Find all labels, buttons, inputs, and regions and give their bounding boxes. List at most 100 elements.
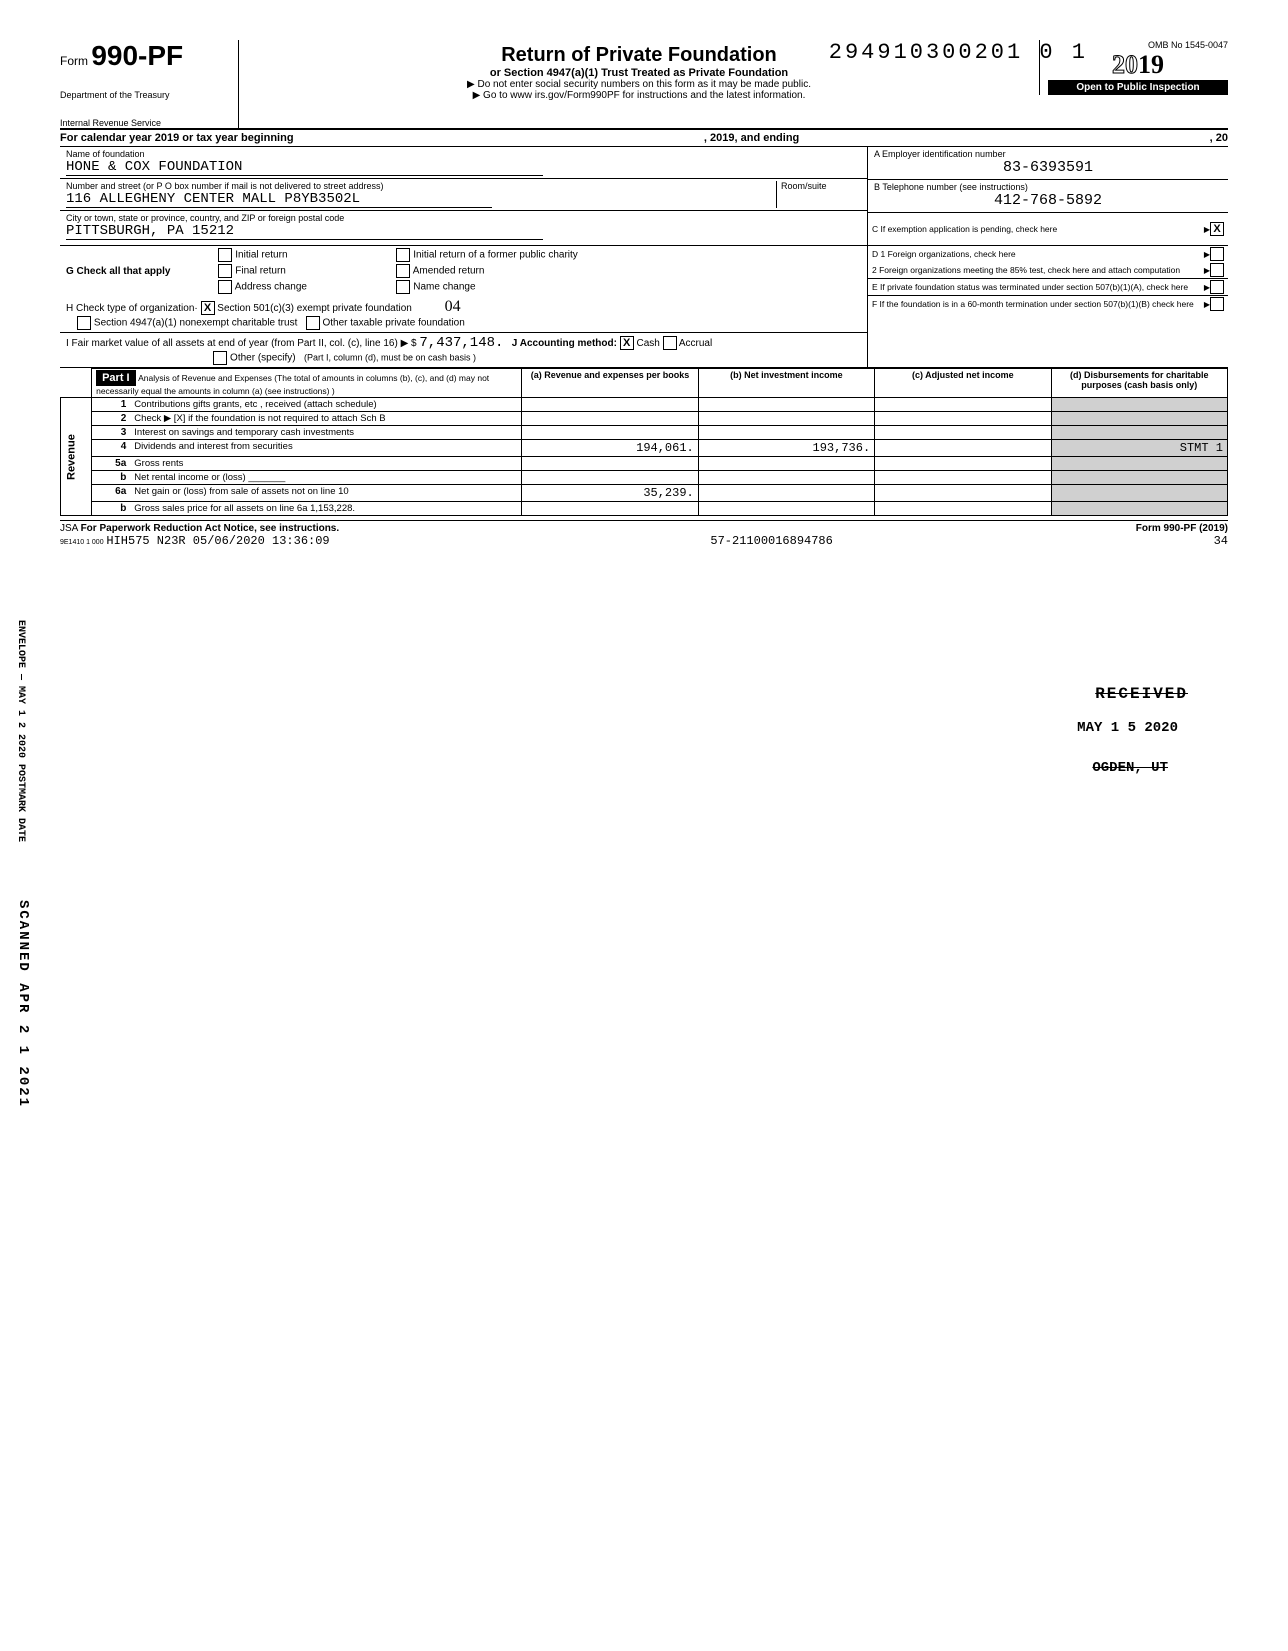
chk-other-tax[interactable] [306,316,320,330]
chk-cash[interactable]: X [620,336,634,350]
line-number: 3 [92,426,131,440]
j-label: J Accounting method: [512,338,617,349]
chk-d2[interactable] [1210,263,1224,277]
col-c-value [875,440,1051,457]
col-c-value [875,485,1051,502]
identity-block: Name of foundation HONE & COX FOUNDATION… [60,147,1228,246]
chk-final[interactable] [218,264,232,278]
chk-former[interactable] [396,248,410,262]
line-number: 4 [92,440,131,457]
table-row: 3Interest on savings and temporary cash … [61,426,1228,440]
col-d-value [1051,471,1227,485]
stamp-received: RECEIVED [1095,685,1188,703]
other-method: Other (specify) [230,353,296,364]
col-a-value [522,426,698,440]
col-b-value [698,457,874,471]
col-d-value [1051,426,1227,440]
stamp-scanned: SCANNED APR 2 1 2021 [15,900,31,1108]
stamp-date: MAY 1 5 2020 [1077,720,1178,736]
chk-accrual[interactable] [663,336,677,350]
part1-table: Part I Analysis of Revenue and Expenses … [60,368,1228,516]
col-d-value [1051,398,1227,412]
line-number: 5a [92,457,131,471]
arrow-icon [1202,299,1210,309]
stamp-ogden: OGDEN, UT [1092,760,1168,776]
handwritten-04: 04 [445,298,461,315]
opt-address: Address change [235,282,307,293]
opt-final: Final return [235,266,286,277]
chk-other-method[interactable] [213,351,227,365]
open-inspection-badge: Open to Public Inspection [1048,80,1228,95]
c-exemption-text: C If exemption application is pending, c… [872,224,1202,234]
col-b-value [698,471,874,485]
table-row: 2Check ▶ [X] if the foundation is not re… [61,412,1228,426]
h-label: H Check type of organization· [66,303,198,314]
col-b-header: (b) Net investment income [698,369,874,398]
city-label: City or town, state or province, country… [66,213,861,223]
chk-amended[interactable] [396,264,410,278]
col-b-value [698,398,874,412]
arrow-icon [1202,265,1210,275]
dept-irs: Internal Revenue Service [60,118,230,128]
col-c-value [875,471,1051,485]
chk-4947[interactable] [77,316,91,330]
col-a-value [522,502,698,516]
chk-501c3[interactable]: X [201,301,215,315]
footer-stamp: HIH575 N23R 05/06/2020 13:36:09 [106,534,329,548]
col-b-value [698,485,874,502]
ein-label: A Employer identification number [874,149,1222,159]
chk-initial[interactable] [218,248,232,262]
street-label: Number and street (or P O box number if … [66,181,776,191]
phone-value: 412-768-5892 [874,192,1222,209]
col-a-value: 35,239. [522,485,698,502]
d1-text: D 1 Foreign organizations, check here [872,249,1202,259]
col-d-value [1051,412,1227,426]
chk-address[interactable] [218,280,232,294]
footer: JSA For Paperwork Reduction Act Notice, … [60,520,1228,534]
col-b-value [698,502,874,516]
form-note-ssn: ▶ Do not enter social security numbers o… [247,79,1031,90]
chk-f[interactable] [1210,297,1224,311]
col-c-value [875,426,1051,440]
ein-value: 83-6393591 [874,159,1222,176]
h-opt1: Section 501(c)(3) exempt private foundat… [217,303,412,314]
chk-d1[interactable] [1210,247,1224,261]
g-label: G Check all that apply [66,266,170,277]
opt-amended: Amended return [413,266,485,277]
col-c-value [875,412,1051,426]
col-c-value [875,502,1051,516]
cal-end: , 20 [1210,132,1228,144]
stamp-envelope: ENVELOPE — MAY 1 2 2020 POSTMARK DATE [15,620,26,842]
col-a-value [522,471,698,485]
col-d-value [1051,485,1227,502]
i-label: I Fair market value of all assets at end… [66,338,417,349]
room-label: Room/suite [781,181,861,191]
cal-lead: For calendar year 2019 or tax year begin… [60,132,294,144]
line-description: Interest on savings and temporary cash i… [130,426,522,440]
table-row: 6aNet gain or (loss) from sale of assets… [61,485,1228,502]
c-exemption-checkbox[interactable]: X [1210,222,1224,236]
paperwork-notice: For Paperwork Reduction Act Notice, see … [81,523,340,534]
chk-name[interactable] [396,280,410,294]
col-d-value [1051,457,1227,471]
g-row: G Check all that apply Initial return In… [60,246,867,296]
fmv-value: 7,437,148. [419,335,503,351]
footer-num: 57-21100016894786 [710,534,832,548]
col-d-value: STMT 1 [1051,440,1227,457]
year-solid: 19 [1138,50,1164,79]
col-d-header: (d) Disbursements for charitable purpose… [1051,369,1227,398]
line-description: Net rental income or (loss) _______ [130,471,522,485]
col-a-value: 194,061. [522,440,698,457]
col-b-value [698,412,874,426]
year-outline: 20 [1112,50,1138,79]
city-value: PITTSBURGH, PA 15212 [66,223,543,240]
line-number: 2 [92,412,131,426]
col-a-value [522,412,698,426]
i-row: I Fair market value of all assets at end… [60,333,867,367]
street-value: 116 ALLEGHENY CENTER MALL P8YB3502L [66,191,492,208]
col-d-value [1051,502,1227,516]
chk-e[interactable] [1210,280,1224,294]
form-footer-ref: Form 990-PF (2019) [1136,523,1228,534]
col-c-value [875,398,1051,412]
phone-label: B Telephone number (see instructions) [874,182,1222,192]
